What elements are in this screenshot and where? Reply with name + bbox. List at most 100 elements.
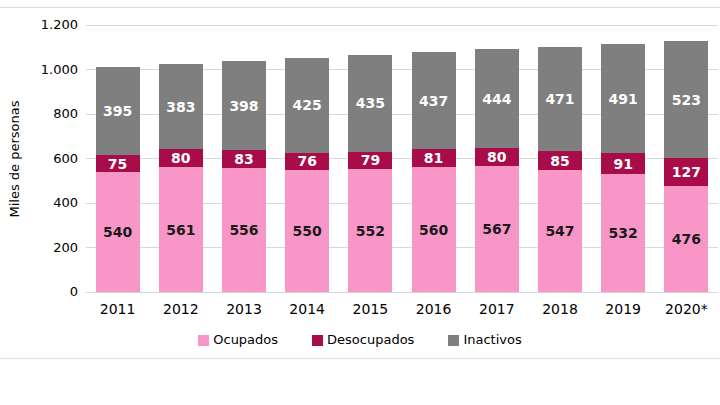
- bar-segment-inactivos: 491: [601, 44, 645, 153]
- frame-top-line: [0, 7, 720, 8]
- bar-group-2014: 550 76 425: [285, 58, 329, 292]
- bar-value-label: 437: [419, 94, 448, 108]
- bar-segment-desocupados: 83: [222, 150, 266, 168]
- bar-segment-ocupados: 561: [159, 167, 203, 292]
- y-tick-label: 1.000: [8, 62, 78, 78]
- bar-segment-ocupados: 560: [412, 167, 456, 292]
- bar-segment-inactivos: 395: [96, 67, 140, 155]
- legend-label: Ocupados: [213, 333, 278, 347]
- bar-group-2016: 560 81 437: [412, 52, 456, 292]
- legend-label: Desocupados: [327, 333, 414, 347]
- x-tick-label: 2016: [402, 301, 466, 318]
- legend-swatch-icon: [198, 335, 209, 346]
- bar-segment-inactivos: 444: [475, 49, 519, 148]
- bar-value-label: 552: [356, 224, 385, 238]
- bar-segment-desocupados: 79: [348, 152, 392, 170]
- x-tick-label: 2017: [465, 301, 529, 318]
- bar-segment-ocupados: 547: [538, 170, 582, 292]
- x-tick-label: 2011: [86, 301, 150, 318]
- y-tick-label: 800: [8, 106, 78, 122]
- bar-value-label: 85: [550, 154, 569, 168]
- bar-value-label: 523: [672, 93, 701, 107]
- bar-value-label: 81: [424, 151, 443, 165]
- bar-value-label: 471: [545, 92, 574, 106]
- bar-segment-desocupados: 127: [664, 158, 708, 186]
- bar-segment-desocupados: 91: [601, 153, 645, 173]
- x-tick-label: 2019: [591, 301, 655, 318]
- bar-group-2019: 532 91 491: [601, 44, 645, 292]
- legend-item-ocupados: Ocupados: [198, 333, 278, 347]
- bar-segment-ocupados: 550: [285, 170, 329, 292]
- bar-value-label: 75: [108, 157, 127, 171]
- bar-segment-desocupados: 85: [538, 151, 582, 170]
- bar-value-label: 532: [609, 226, 638, 240]
- y-tick-label: 200: [8, 240, 78, 256]
- bar-value-label: 550: [293, 224, 322, 238]
- x-tick-label: 2013: [212, 301, 276, 318]
- x-tick-label: 2018: [528, 301, 592, 318]
- bar-value-label: 127: [672, 165, 701, 179]
- bar-group-2011: 540 75 395: [96, 67, 140, 292]
- legend-item-desocupados: Desocupados: [312, 333, 414, 347]
- bar-group-2012: 561 80 383: [159, 64, 203, 292]
- bar-value-label: 398: [229, 99, 258, 113]
- bar-value-label: 91: [613, 157, 632, 171]
- bar-segment-inactivos: 437: [412, 52, 456, 149]
- bar-value-label: 561: [166, 223, 195, 237]
- bar-segment-ocupados: 476: [664, 186, 708, 292]
- y-tick-label: 600: [8, 151, 78, 167]
- bar-value-label: 80: [171, 151, 190, 165]
- frame-bottom-line: [0, 358, 720, 359]
- bar-segment-desocupados: 81: [412, 149, 456, 167]
- bar-segment-inactivos: 523: [664, 41, 708, 157]
- bar-segment-ocupados: 552: [348, 169, 392, 292]
- bar-segment-desocupados: 75: [96, 155, 140, 172]
- bar-value-label: 567: [482, 222, 511, 236]
- bar-group-2020: 476 127 523: [664, 41, 708, 292]
- bar-value-label: 79: [361, 153, 380, 167]
- bar-value-label: 491: [609, 92, 638, 106]
- x-tick-label: 2014: [275, 301, 339, 318]
- bar-group-2017: 567 80 444: [475, 49, 519, 292]
- bar-value-label: 547: [545, 224, 574, 238]
- bar-segment-inactivos: 435: [348, 55, 392, 152]
- legend-label: Inactivos: [463, 333, 521, 347]
- y-tick-label: 0: [8, 284, 78, 300]
- bar-group-2018: 547 85 471: [538, 47, 582, 292]
- bar-value-label: 444: [482, 92, 511, 106]
- bar-value-label: 435: [356, 96, 385, 110]
- legend: Ocupados Desocupados Inactivos: [0, 330, 720, 350]
- bar-value-label: 383: [166, 100, 195, 114]
- bar-value-label: 76: [297, 154, 316, 168]
- bar-value-label: 560: [419, 223, 448, 237]
- gridline-1.200: [86, 25, 718, 26]
- plot-area: 540 75 395 561 80 383 556 83 398 550 76 425 552 79 435…: [86, 25, 718, 292]
- bar-segment-ocupados: 540: [96, 172, 140, 292]
- bar-segment-ocupados: 567: [475, 166, 519, 292]
- bar-value-label: 83: [234, 152, 253, 166]
- bar-value-label: 425: [293, 98, 322, 112]
- bar-value-label: 80: [487, 150, 506, 164]
- bar-segment-desocupados: 80: [475, 148, 519, 166]
- bar-segment-inactivos: 383: [159, 64, 203, 149]
- x-tick-label: 2012: [149, 301, 213, 318]
- legend-swatch-icon: [448, 335, 459, 346]
- bar-segment-inactivos: 398: [222, 61, 266, 150]
- bar-value-label: 395: [103, 104, 132, 118]
- x-tick-label: 2020*: [654, 301, 718, 318]
- bar-value-label: 540: [103, 225, 132, 239]
- bar-segment-inactivos: 471: [538, 47, 582, 152]
- bar-segment-ocupados: 532: [601, 174, 645, 292]
- y-tick-label: 400: [8, 195, 78, 211]
- bar-segment-desocupados: 76: [285, 153, 329, 170]
- bar-segment-desocupados: 80: [159, 149, 203, 167]
- x-tick-label: 2015: [338, 301, 402, 318]
- bar-segment-ocupados: 556: [222, 168, 266, 292]
- y-tick-label: 1.200: [8, 17, 78, 33]
- bar-value-label: 476: [672, 232, 701, 246]
- bar-group-2015: 552 79 435: [348, 55, 392, 292]
- legend-item-inactivos: Inactivos: [448, 333, 521, 347]
- legend-swatch-icon: [312, 335, 323, 346]
- bar-value-label: 556: [229, 223, 258, 237]
- bar-group-2013: 556 83 398: [222, 61, 266, 292]
